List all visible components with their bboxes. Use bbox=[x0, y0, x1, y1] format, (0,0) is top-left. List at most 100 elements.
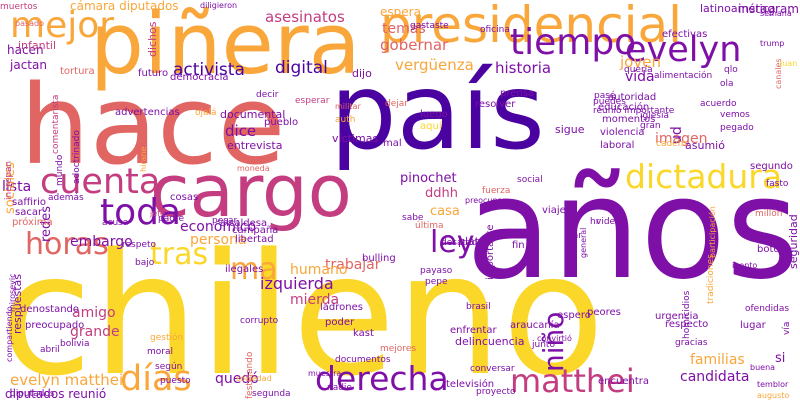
word-cámara-diputados: cámara diputados bbox=[70, 0, 179, 13]
word-proyecto: proyecto bbox=[476, 387, 516, 397]
word-conversar: conversar bbox=[470, 364, 515, 374]
word-abril: abril bbox=[40, 345, 60, 355]
word-puedes: puedes bbox=[593, 97, 626, 107]
word-instagram: instagram bbox=[738, 2, 799, 16]
word-denostando: denostando bbox=[20, 304, 80, 315]
word-peores: peores bbox=[587, 307, 621, 318]
word-documental: documental bbox=[220, 108, 286, 121]
word-gobernar: gobernar bbox=[380, 36, 449, 54]
word-enfrentar: enfrentar bbox=[450, 325, 497, 336]
word-acusa: acusa bbox=[102, 218, 129, 228]
word-ladrones: ladrones bbox=[320, 302, 363, 313]
word-viaje: viaje bbox=[542, 205, 566, 216]
word-iglesia: iglesia bbox=[640, 111, 669, 121]
word-adoctrinado: adoctrinado bbox=[72, 130, 82, 184]
word-juan: juan bbox=[780, 59, 798, 68]
word-matthei: matthei bbox=[510, 362, 635, 400]
word-además: además bbox=[48, 193, 84, 203]
word-izquierda: izquierda bbox=[260, 274, 334, 293]
word-general: general bbox=[579, 227, 588, 258]
word-poder: poder bbox=[325, 317, 355, 328]
word-quedó: quedó bbox=[215, 371, 259, 387]
word-cadem: cadem bbox=[656, 139, 687, 149]
word-quería: quería bbox=[624, 65, 653, 75]
word-preocupan: preocupan bbox=[465, 196, 508, 205]
word-espera: espera bbox=[380, 5, 421, 19]
word-delincuencia: delincuencia bbox=[455, 335, 525, 348]
word-pinochet: pinochet bbox=[400, 171, 457, 186]
word-ofendidas: ofendidas bbox=[745, 304, 790, 314]
word-muertos: muertos bbox=[0, 2, 38, 12]
word-fuerza: fuerza bbox=[482, 186, 511, 196]
word-bolivia: bolivia bbox=[60, 339, 90, 349]
word-pueblo: pueblo bbox=[264, 117, 299, 128]
word-evelyn-matthei: evelyn matthei bbox=[10, 371, 124, 389]
word-qlo: qlo bbox=[724, 65, 738, 75]
word-vía: vía bbox=[782, 321, 792, 335]
word-semana: semana bbox=[760, 9, 792, 18]
word-asumió: asumió bbox=[685, 139, 725, 152]
word-democracia: democracia bbox=[170, 72, 229, 83]
word-candidata: candidata bbox=[680, 369, 750, 385]
word-años: años bbox=[465, 148, 799, 311]
word-sabe: sabe bbox=[402, 213, 424, 223]
word-dichos: dichos bbox=[146, 21, 159, 57]
word-luego: luego bbox=[420, 109, 448, 120]
word-pepe: pepe bbox=[425, 277, 448, 287]
word-grande: grande bbox=[70, 324, 120, 340]
word-diligieron: diligieron bbox=[200, 1, 238, 10]
word-convirtió: convirtió bbox=[537, 334, 572, 343]
word-advertencias: advertencias bbox=[115, 107, 180, 118]
word-pasé: pasé bbox=[594, 91, 616, 101]
word-joven: joven bbox=[620, 53, 661, 71]
word-tiempo: tiempo bbox=[510, 22, 637, 63]
word-preocupado: preocupado bbox=[25, 320, 85, 331]
word-araucanía: araucanía bbox=[510, 320, 560, 331]
word-vemos: vemos bbox=[720, 110, 750, 120]
word-cargo: cargo bbox=[150, 149, 352, 233]
word-vergüenza: vergüenza bbox=[395, 56, 474, 74]
word-tortura: tortura bbox=[60, 66, 95, 77]
word-espero: espero bbox=[557, 310, 591, 321]
word-ola: ola bbox=[720, 79, 734, 89]
word-brasil: brasil bbox=[466, 302, 491, 312]
word-piñera: piñera bbox=[90, 0, 361, 94]
word-corrupto: corrupto bbox=[240, 316, 279, 326]
word-asesinatos: asesinatos bbox=[265, 8, 345, 26]
word-mal: mal bbox=[383, 138, 402, 149]
word-hr: hr bbox=[590, 217, 600, 227]
word-sacar: sacar bbox=[15, 207, 43, 218]
word-moral: moral bbox=[147, 347, 173, 357]
word-futuro: futuro bbox=[138, 68, 169, 79]
word-sociedad: sociedad bbox=[236, 374, 272, 383]
word-ley: ley bbox=[430, 225, 475, 260]
word-compartiendo: compartiendo bbox=[5, 306, 14, 362]
word-importante: importante bbox=[485, 224, 496, 280]
word-jefe: jefe bbox=[150, 209, 165, 218]
word-económico: económico bbox=[180, 219, 257, 235]
word-homicidios: homicidios bbox=[682, 290, 692, 339]
word-tras: tras bbox=[150, 237, 209, 272]
word-educación: educación bbox=[598, 102, 650, 113]
word-televisión: televisión bbox=[446, 379, 495, 390]
word-alimentación: alimentación bbox=[654, 71, 713, 81]
word-botón: botón bbox=[757, 244, 786, 255]
word-increpan: increpan bbox=[4, 160, 14, 200]
word-ma: ma bbox=[230, 252, 278, 287]
word-participación: participación bbox=[708, 206, 717, 258]
word-junto: junto bbox=[532, 340, 555, 350]
word-acuerdo: acuerdo bbox=[700, 99, 737, 109]
word-festejando: festejando bbox=[245, 351, 255, 399]
word-evelyn: evelyn bbox=[625, 30, 742, 70]
word-fasto: fasto bbox=[766, 179, 789, 189]
word-dar: dar bbox=[567, 231, 582, 241]
word-casa: casa bbox=[430, 204, 460, 219]
word-latinoamérica: latinoamérica bbox=[700, 2, 776, 15]
word-vida: vida bbox=[625, 69, 655, 85]
word-millón: millón bbox=[755, 209, 783, 219]
word-momentos: momentos bbox=[602, 114, 656, 125]
word-resolver: resolver bbox=[475, 99, 516, 110]
word-toda: toda bbox=[100, 192, 182, 233]
word-mierda: mierda bbox=[290, 292, 340, 308]
word-campaña: campaña bbox=[232, 225, 279, 236]
